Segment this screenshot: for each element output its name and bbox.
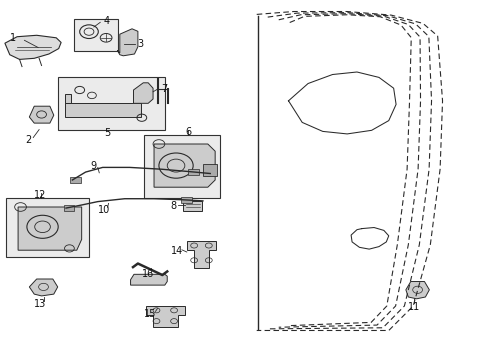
Text: 2: 2 bbox=[25, 135, 31, 145]
Polygon shape bbox=[65, 94, 71, 103]
Polygon shape bbox=[145, 306, 184, 327]
Polygon shape bbox=[130, 274, 167, 285]
Text: 8: 8 bbox=[170, 201, 176, 211]
Text: 1: 1 bbox=[10, 33, 16, 43]
Text: 4: 4 bbox=[103, 16, 109, 26]
Text: 6: 6 bbox=[185, 127, 191, 138]
Bar bbox=[65, 103, 141, 117]
Text: 3: 3 bbox=[138, 39, 143, 49]
Polygon shape bbox=[18, 207, 81, 250]
Polygon shape bbox=[203, 164, 216, 176]
Text: 5: 5 bbox=[104, 128, 110, 138]
Polygon shape bbox=[154, 144, 215, 187]
Bar bbox=[74, 19, 118, 51]
Text: 12: 12 bbox=[34, 190, 47, 200]
Bar bbox=[70, 177, 81, 183]
Polygon shape bbox=[183, 201, 202, 211]
Bar bbox=[188, 169, 199, 175]
Bar bbox=[181, 197, 191, 203]
Polygon shape bbox=[133, 83, 153, 103]
Bar bbox=[144, 135, 220, 198]
Text: 11: 11 bbox=[407, 302, 420, 312]
Polygon shape bbox=[5, 35, 61, 59]
Text: 14: 14 bbox=[170, 246, 183, 256]
Polygon shape bbox=[29, 106, 54, 123]
Text: 13: 13 bbox=[34, 299, 46, 309]
Text: 15: 15 bbox=[144, 309, 157, 319]
Text: 7: 7 bbox=[161, 84, 166, 94]
Polygon shape bbox=[186, 241, 216, 268]
Text: 10: 10 bbox=[98, 204, 110, 215]
Polygon shape bbox=[405, 282, 428, 299]
Bar bbox=[63, 205, 74, 211]
Text: 16: 16 bbox=[142, 269, 154, 279]
Polygon shape bbox=[117, 29, 138, 56]
Bar bbox=[6, 198, 89, 257]
Text: 9: 9 bbox=[90, 161, 96, 171]
Bar bbox=[58, 77, 165, 130]
Polygon shape bbox=[29, 279, 58, 296]
